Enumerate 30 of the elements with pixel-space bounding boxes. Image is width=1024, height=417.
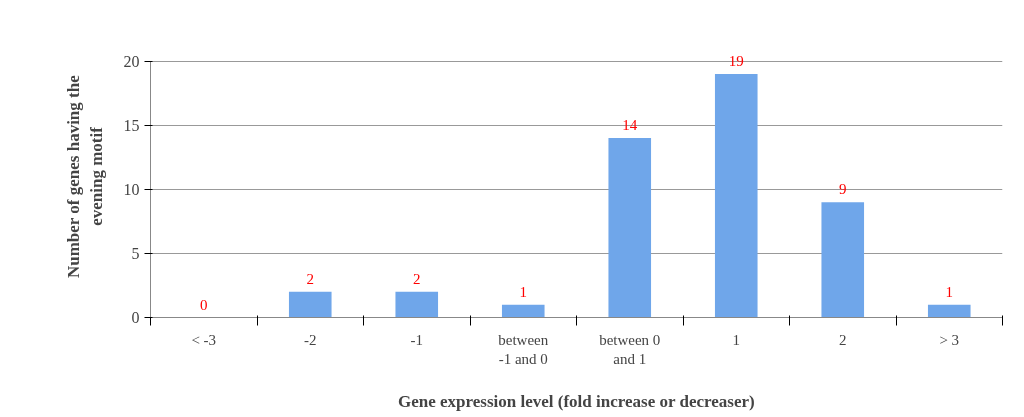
data-label: 19 bbox=[728, 52, 744, 69]
y-tick-label: 0 bbox=[131, 309, 140, 326]
data-label: 1 bbox=[945, 283, 953, 300]
bar bbox=[608, 138, 652, 318]
data-label: 1 bbox=[519, 283, 527, 300]
data-label: 2 bbox=[306, 270, 314, 287]
data-label: 0 bbox=[200, 296, 208, 313]
bar bbox=[927, 304, 971, 318]
data-label: 2 bbox=[413, 270, 421, 287]
x-axis-title: Gene expression level (fold increase or decreaser) bbox=[398, 391, 755, 411]
x-tick-label: 1 bbox=[732, 331, 740, 348]
bar bbox=[501, 304, 545, 318]
data-label: 14 bbox=[622, 117, 638, 134]
y-tick-label: 15 bbox=[123, 116, 140, 134]
bar bbox=[714, 73, 758, 318]
x-tick-label: -2 bbox=[304, 331, 317, 348]
y-tick-label: 5 bbox=[131, 244, 140, 262]
x-tick-label: between -1 and 0 bbox=[498, 331, 549, 367]
bar bbox=[821, 202, 865, 318]
y-tick-label: 10 bbox=[123, 180, 140, 198]
x-tick-label: between 0 and 1 bbox=[599, 331, 661, 367]
y-tick-label: 20 bbox=[123, 52, 140, 70]
x-tick-label: -1 bbox=[410, 331, 423, 348]
x-tick-label: > 3 bbox=[939, 331, 960, 348]
bar bbox=[288, 291, 332, 318]
data-label: 9 bbox=[839, 181, 847, 198]
x-tick-label: 2 bbox=[839, 331, 847, 348]
y-axis-title: Number of genes having the evening motif bbox=[63, 74, 106, 279]
x-tick-label: < -3 bbox=[191, 331, 217, 348]
bar bbox=[395, 291, 439, 318]
